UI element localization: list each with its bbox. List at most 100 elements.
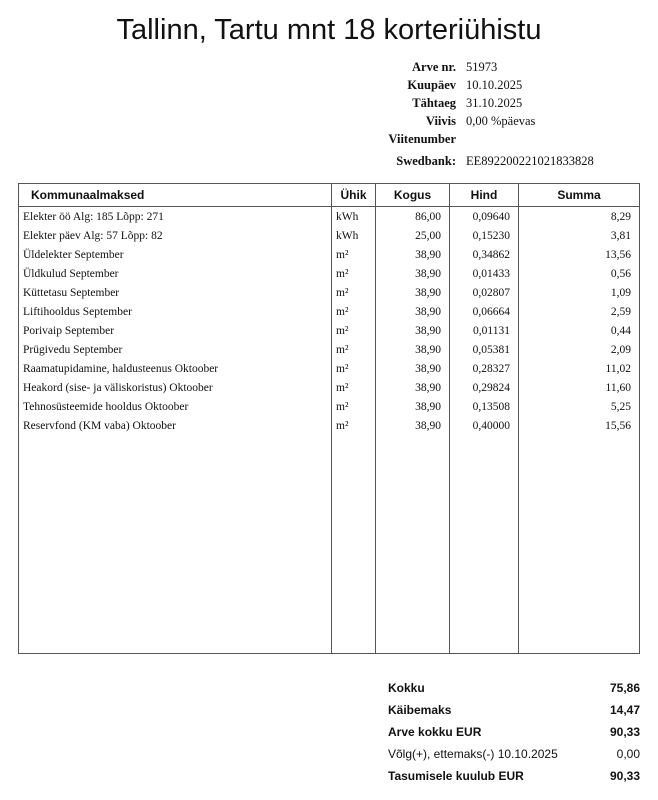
meta-value: 0,00 %päevas xyxy=(466,113,536,128)
meta-label: Tähtaeg xyxy=(412,95,456,110)
table-cell: 0,05381 xyxy=(449,340,519,359)
table-cell: m² xyxy=(331,397,376,416)
table-cell: 15,56 xyxy=(518,416,640,435)
totals-value: 90,33 xyxy=(609,725,640,739)
totals-row: Käibemaks 14,47 xyxy=(388,699,640,721)
table-cell: 0,56 xyxy=(518,264,640,283)
table-row: Üldelekter September m² 38,90 0,34862 13,56 xyxy=(18,245,640,264)
table-cell: 0,09640 xyxy=(449,206,519,226)
totals-label: Käibemaks xyxy=(388,703,452,717)
table-cell: 2,59 xyxy=(518,302,640,321)
meta-row: Kuupäev 10.10.2025 xyxy=(370,76,594,94)
meta-label: Viitenumber xyxy=(388,131,456,146)
table-cell: m² xyxy=(331,283,376,302)
table-cell: 5,25 xyxy=(518,397,640,416)
column-header: Summa xyxy=(518,183,640,207)
table-row: Üldkulud September m² 38,90 0,01433 0,56 xyxy=(18,264,640,283)
table-cell: m² xyxy=(331,245,376,264)
meta-label: Viivis xyxy=(425,113,456,128)
totals-value: 90,33 xyxy=(609,769,640,783)
table-row: Raamatupidamine, haldusteenus Oktoober m²… xyxy=(18,359,640,378)
table-cell: 0,01131 xyxy=(449,321,519,340)
table-cell: 38,90 xyxy=(375,397,450,416)
meta-value: 31.10.2025 xyxy=(466,95,523,110)
document-title: Tallinn, Tartu mnt 18 korteriühistu xyxy=(116,14,542,46)
meta-label: Swedbank: xyxy=(396,153,456,168)
table-cell: Reservfond (KM vaba) Oktoober xyxy=(18,416,332,435)
table-cell: 0,06664 xyxy=(449,302,519,321)
table-cell: Prügivedu September xyxy=(18,340,332,359)
table-cell: m² xyxy=(331,416,376,435)
table-cell: 0,44 xyxy=(518,321,640,340)
totals-label: Võlg(+), ettemaks(-) 10.10.2025 xyxy=(388,747,558,761)
table-cell: 0,02807 xyxy=(449,283,519,302)
table-cell: m² xyxy=(331,302,376,321)
table-cell: 3,81 xyxy=(518,226,640,245)
table-filler xyxy=(18,435,640,654)
table-row: Küttetasu September m² 38,90 0,02807 1,09 xyxy=(18,283,640,302)
meta-label: Kuupäev xyxy=(407,77,456,92)
table-cell: 38,90 xyxy=(375,245,450,264)
table-cell: 86,00 xyxy=(375,206,450,226)
table-cell: 38,90 xyxy=(375,302,450,321)
table-cell: Heakord (sise- ja väliskoristus) Oktoobe… xyxy=(18,378,332,397)
column-header: Ühik xyxy=(331,183,376,207)
column-header: Kommunaalmaksed xyxy=(18,183,332,207)
table-cell: 25,00 xyxy=(375,226,450,245)
meta-row: Viitenumber xyxy=(370,130,594,148)
meta-value: 10.10.2025 xyxy=(466,77,523,92)
table-cell: Elekter päev Alg: 57 Lõpp: 82 xyxy=(18,226,332,245)
table-cell: 0,28327 xyxy=(449,359,519,378)
table-cell: m² xyxy=(331,359,376,378)
table-cell: 13,56 xyxy=(518,245,640,264)
table-cell: 38,90 xyxy=(375,378,450,397)
table-cell: Liftihooldus September xyxy=(18,302,332,321)
table-cell: Üldkulud September xyxy=(18,264,332,283)
table-cell: 38,90 xyxy=(375,264,450,283)
empty-cell xyxy=(449,435,519,654)
totals: Kokku 75,86 Käibemaks 14,47 Arve kokku EUR 90… xyxy=(388,677,640,787)
table-cell: 38,90 xyxy=(375,416,450,435)
table-cell: 38,90 xyxy=(375,359,450,378)
totals-value: 14,47 xyxy=(609,703,640,717)
table-row: Tehnosüsteemide hooldus Oktoober m² 38,90 0… xyxy=(18,397,640,416)
totals-label: Arve kokku EUR xyxy=(388,725,482,739)
table-row: Elekter päev Alg: 57 Lõpp: 82 kWh 25,00 0,1… xyxy=(18,226,640,245)
table-row: Heakord (sise- ja väliskoristus) Oktoobe… xyxy=(18,378,640,397)
totals-label: Tasumisele kuulub EUR xyxy=(388,769,524,783)
table-cell: 38,90 xyxy=(375,340,450,359)
table-cell: Porivaip September xyxy=(18,321,332,340)
table-cell: Küttetasu September xyxy=(18,283,332,302)
table-cell: 0,29824 xyxy=(449,378,519,397)
table-row: Elekter öö Alg: 185 Lõpp: 271 kWh 86,00 0,0… xyxy=(18,206,640,226)
table-cell: 1,09 xyxy=(518,283,640,302)
totals-label: Kokku xyxy=(388,681,425,695)
meta-row: Arve nr. 51973 xyxy=(370,58,594,76)
table-cell: Tehnosüsteemide hooldus Oktoober xyxy=(18,397,332,416)
table-cell: m² xyxy=(331,321,376,340)
empty-cell xyxy=(18,435,332,654)
table-cell: 0,13508 xyxy=(449,397,519,416)
meta-value: 51973 xyxy=(466,59,498,74)
meta-row: Viivis 0,00 %päevas xyxy=(370,112,594,130)
table-cell: m² xyxy=(331,264,376,283)
invoice-meta: Arve nr. 51973 Kuupäev 10.10.2025 Tähtaeg 31.… xyxy=(370,58,594,170)
table-cell: 8,29 xyxy=(518,206,640,226)
table-row: Reservfond (KM vaba) Oktoober m² 38,90 0,40… xyxy=(18,416,640,435)
totals-value: 0,00 xyxy=(616,747,640,761)
table-cell: 0,15230 xyxy=(449,226,519,245)
totals-row: Arve kokku EUR 90,33 xyxy=(388,721,640,743)
table-cell: kWh xyxy=(331,206,376,226)
empty-cell xyxy=(375,435,450,654)
totals-row: Võlg(+), ettemaks(-) 10.10.2025 0,00 xyxy=(388,743,640,765)
table-cell: Elekter öö Alg: 185 Lõpp: 271 xyxy=(18,206,332,226)
meta-value: EE892200221021833828 xyxy=(466,153,594,168)
totals-row: Kokku 75,86 xyxy=(388,677,640,699)
table-cell: kWh xyxy=(331,226,376,245)
table-cell: 2,09 xyxy=(518,340,640,359)
table-cell: 0,34862 xyxy=(449,245,519,264)
table-cell: 11,02 xyxy=(518,359,640,378)
table-cell: 38,90 xyxy=(375,321,450,340)
charges-table: Kommunaalmaksed Ühik Kogus Hind Summa Elekte… xyxy=(18,183,640,654)
empty-cell xyxy=(518,435,640,654)
